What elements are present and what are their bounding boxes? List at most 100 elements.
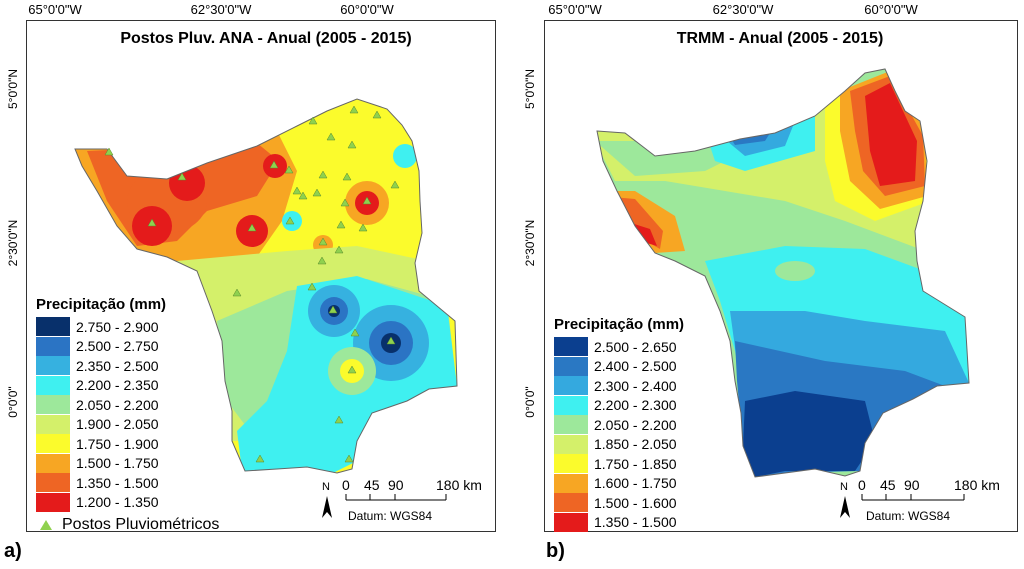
legend-item: 1.500 - 1.600: [554, 493, 684, 513]
legend-label: 1.350 - 1.500: [594, 514, 677, 531]
legend-label: 2.300 - 2.400: [594, 377, 677, 394]
legend-item: 2.050 - 2.200: [36, 395, 219, 415]
legend-swatch: [36, 492, 70, 512]
station-marker: [328, 305, 338, 314]
station-marker: [326, 132, 336, 141]
station-marker: [342, 172, 352, 181]
station-marker: [317, 256, 327, 265]
map-frame: [26, 20, 496, 532]
north-label: N: [322, 481, 330, 493]
legend-title: Precipitação (mm): [554, 316, 685, 333]
station-marker: [232, 288, 242, 297]
legend-swatch: [36, 434, 70, 454]
map-a-canvas: [74, 98, 458, 474]
station-marker: [372, 110, 382, 119]
legend-swatch: [36, 414, 70, 434]
legend-item: 2.500 - 2.750: [36, 336, 219, 357]
legend-label: 2.200 - 2.350: [76, 377, 159, 394]
legend-item: 2.200 - 2.350: [36, 375, 219, 396]
stations-layer: [104, 105, 400, 463]
legend-label: 1.600 - 1.750: [594, 475, 677, 492]
legend-swatch: [36, 375, 70, 395]
scale-tick: 180 km: [436, 478, 482, 493]
legend-label: 2.400 - 2.500: [594, 358, 677, 375]
station-marker: [336, 220, 346, 229]
scale-tick: 45: [880, 478, 896, 493]
station-marker: [104, 147, 114, 156]
legend: Precipitação (mm) 2.750 - 2.900 2.500 - 2…: [36, 296, 219, 534]
lat-tick: 2°30'0"N: [523, 219, 537, 267]
datum-label: Datum: WGS84: [866, 509, 950, 523]
scale-tick: 45: [364, 478, 380, 493]
station-marker: [334, 245, 344, 254]
legend-label: 1.350 - 1.500: [76, 474, 159, 491]
scale-tick: 90: [904, 478, 920, 493]
station-marker: [308, 116, 318, 125]
legend-label: 1.750 - 1.900: [76, 435, 159, 452]
legend-label: 2.500 - 2.650: [594, 338, 677, 355]
legend-swatch: [36, 453, 70, 473]
legend-swatch: [36, 336, 70, 356]
station-marker: [362, 196, 372, 205]
station-marker: [340, 198, 350, 207]
panel-label: b): [546, 540, 565, 562]
station-marker: [284, 165, 294, 174]
station-marker: [312, 188, 322, 197]
station-marker: [318, 237, 328, 246]
legend-item: 1.900 - 2.050: [36, 414, 219, 435]
legend-swatch: [554, 454, 588, 474]
legend-label: 2.500 - 2.750: [76, 338, 159, 355]
station-marker: [390, 180, 400, 189]
legend-label: 1.900 - 2.050: [76, 416, 159, 433]
legend-label: 1.850 - 2.050: [594, 436, 677, 453]
legend-item: 1.350 - 1.500: [554, 512, 684, 533]
station-marker: [318, 170, 328, 179]
legend: Precipitação (mm) 2.500 - 2.650 2.400 - 2…: [554, 316, 684, 532]
legend-swatch: [36, 356, 70, 376]
legend-label: 2.750 - 2.900: [76, 318, 159, 335]
legend-swatch: [554, 512, 588, 532]
legend-item: 2.400 - 2.500: [554, 356, 684, 377]
station-marker: [344, 454, 354, 463]
legend-swatch: [554, 337, 588, 357]
lon-tick: 65°0'0"W: [28, 2, 82, 17]
lat-tick: 5°0'0"N: [523, 68, 537, 110]
legend-item: 2.750 - 2.900: [36, 317, 219, 337]
lat-tick: 5°0'0"N: [6, 68, 20, 110]
legend-item: 1.750 - 1.900: [36, 434, 219, 454]
lat-tick: 0°0'0": [523, 386, 537, 418]
legend-label: 2.050 - 2.200: [594, 416, 677, 433]
north-arrow-icon: [840, 496, 850, 518]
legend-title: Precipitação (mm): [36, 296, 167, 313]
legend-label: 2.350 - 2.500: [76, 357, 159, 374]
legend-swatch: [36, 317, 70, 337]
scale-tick: 180 km: [954, 478, 1000, 493]
legend-label: 1.500 - 1.600: [594, 494, 677, 511]
scale-bar: N 0 45 90 180 km Datum: WGS84: [836, 477, 1012, 528]
legend-item: 2.300 - 2.400: [554, 376, 684, 396]
legend-item: 2.350 - 2.500: [36, 356, 219, 376]
scale-tick: 0: [858, 478, 866, 493]
station-marker: [147, 218, 157, 227]
station-marker: [386, 336, 396, 345]
legend-label: 2.050 - 2.200: [76, 396, 159, 413]
legend-item: 2.050 - 2.200: [554, 415, 684, 435]
station-marker: [269, 160, 279, 169]
legend-item: 1.850 - 2.050: [554, 434, 684, 455]
legend-item: 2.200 - 2.300: [554, 395, 684, 416]
legend-item: 1.600 - 1.750: [554, 473, 684, 494]
legend-swatch: [554, 415, 588, 435]
legend-item: 1.750 - 1.850: [554, 454, 684, 474]
lon-tick: 62°30'0"W: [190, 2, 252, 17]
legend-label: 1.750 - 1.850: [594, 455, 677, 472]
triangle-icon: [40, 520, 52, 530]
north-arrow-icon: [322, 496, 332, 518]
station-marker: [255, 454, 265, 463]
station-marker: [307, 282, 317, 291]
station-marker: [334, 415, 344, 424]
north-label: N: [840, 481, 848, 493]
scale-tick: 0: [342, 478, 350, 493]
station-marker: [350, 328, 360, 337]
scale-bar: N 0 45 90 180 km Datum: WGS84: [318, 477, 488, 528]
stations-label: Postos Pluviométricos: [62, 516, 220, 533]
